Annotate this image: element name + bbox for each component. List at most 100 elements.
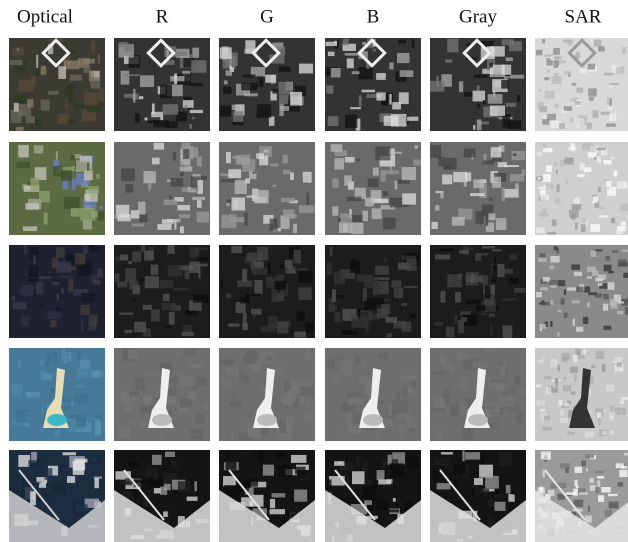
texture (115, 273, 120, 282)
texture (332, 289, 336, 302)
image-tile (535, 142, 628, 235)
texture (128, 261, 132, 264)
image-tile (9, 348, 105, 441)
texture (503, 325, 513, 338)
texture (77, 351, 80, 361)
texture (440, 355, 447, 364)
texture (606, 385, 615, 392)
texture (585, 454, 594, 458)
texture (23, 226, 37, 231)
texture (18, 359, 20, 368)
texture (221, 179, 237, 182)
texture (81, 318, 84, 331)
texture (299, 271, 313, 283)
texture (177, 205, 190, 211)
lagoon (363, 414, 383, 426)
texture (279, 66, 291, 71)
texture (616, 231, 623, 234)
texture (176, 348, 180, 355)
texture (405, 416, 415, 429)
texture (592, 270, 598, 276)
texture (147, 117, 160, 123)
texture (494, 494, 503, 499)
texture (454, 480, 457, 487)
texture (220, 359, 234, 365)
texture (183, 149, 189, 159)
texture (228, 323, 239, 326)
texture (62, 452, 75, 455)
texture (264, 150, 269, 153)
texture (540, 195, 548, 201)
texture (445, 158, 457, 170)
texture (498, 269, 513, 274)
texture (83, 220, 92, 230)
texture (514, 288, 526, 293)
texture (548, 490, 555, 496)
texture (244, 213, 247, 226)
texture (91, 246, 102, 251)
texture (192, 464, 194, 466)
texture (557, 184, 560, 192)
texture (143, 305, 152, 310)
texture (329, 305, 337, 310)
texture (16, 162, 30, 168)
column-header: Optical (17, 6, 73, 27)
image-tile (535, 245, 628, 338)
texture (575, 467, 583, 473)
texture (538, 177, 540, 180)
texture (383, 218, 395, 230)
texture (574, 375, 576, 382)
texture (125, 330, 133, 333)
texture (328, 116, 339, 126)
texture (587, 276, 592, 278)
texture (61, 171, 72, 181)
texture (547, 114, 556, 121)
texture (179, 214, 190, 218)
texture (570, 117, 574, 123)
texture (499, 362, 504, 366)
texture (347, 58, 354, 68)
texture (128, 461, 139, 467)
texture (550, 256, 559, 263)
texture (192, 386, 198, 390)
texture (336, 355, 345, 360)
texture (21, 316, 29, 327)
texture (194, 481, 197, 491)
texture (556, 170, 558, 174)
texture (164, 200, 177, 205)
texture (563, 385, 571, 391)
texture (436, 76, 438, 86)
texture (450, 367, 453, 373)
texture (570, 367, 578, 373)
texture (19, 289, 28, 292)
texture (452, 217, 465, 226)
texture (271, 288, 278, 302)
texture (306, 193, 309, 205)
texture (509, 41, 522, 51)
image-tile (114, 450, 210, 542)
texture (30, 178, 39, 191)
texture (616, 463, 625, 468)
texture (474, 75, 488, 78)
texture (392, 401, 408, 414)
texture (457, 353, 471, 360)
texture (464, 182, 467, 187)
texture (73, 461, 85, 475)
texture (16, 409, 30, 422)
texture (53, 166, 63, 176)
texture (598, 46, 605, 51)
texture (299, 205, 315, 213)
texture (470, 193, 485, 196)
texture (513, 153, 517, 155)
texture (610, 83, 619, 85)
texture (363, 288, 367, 301)
texture (180, 398, 192, 407)
texture (621, 249, 628, 252)
texture (88, 418, 100, 420)
texture (611, 218, 615, 224)
texture (409, 314, 416, 318)
texture (28, 460, 39, 467)
texture (598, 275, 607, 279)
texture (56, 151, 58, 160)
texture (477, 119, 482, 130)
